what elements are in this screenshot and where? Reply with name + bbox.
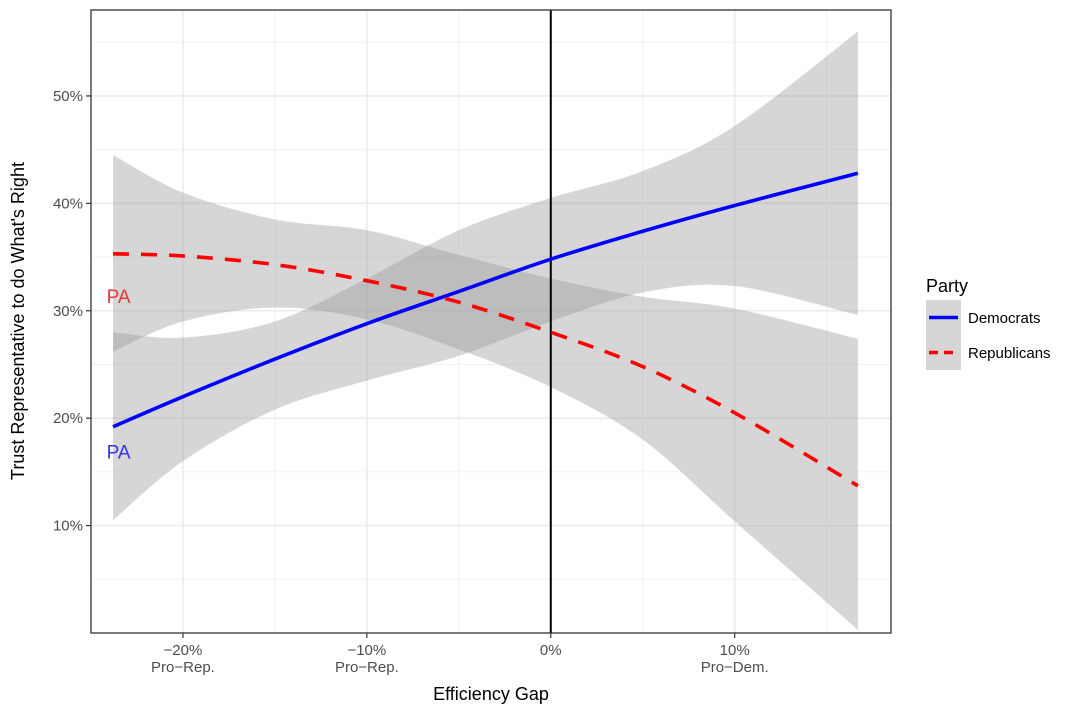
confidence-band-democrats [113,31,858,521]
x-axis: −20%Pro−Rep.−10%Pro−Rep.0% 10%Pro−Dem. [151,633,769,676]
x-tick-sublabel: Pro−Rep. [335,659,399,676]
legend-title: Party [926,276,968,296]
y-tick-label: 10% [53,518,83,535]
legend: Party Democrats Republicans [926,276,1051,370]
x-tick-label: −10% [347,642,386,659]
x-tick-label: 0% [540,642,562,659]
x-tick-label: 10% [720,642,750,659]
grid-minor [90,10,891,633]
annotations: PA PA [107,287,131,464]
x-tick-sublabel: Pro−Dem. [701,659,769,676]
series-line-democrats [112,171,859,429]
y-tick-label: 40% [53,195,83,212]
series-lines [112,171,859,488]
legend-label-republicans: Republicans [968,345,1051,362]
y-tick-label: 30% [53,303,83,320]
plot-border [90,9,892,634]
y-tick-label: 20% [53,410,83,427]
confidence-bands [113,31,858,630]
y-axis-title: Trust Representative to do What's Right [8,162,28,480]
y-axis: 10% 20% 30% 40% 50% [53,88,91,535]
legend-label-democrats: Democrats [968,310,1041,327]
x-tick-sublabel: Pro−Rep. [151,659,215,676]
annotation-label: PA [107,287,131,308]
y-tick-label: 50% [53,88,83,105]
annotation-label: PA [107,443,131,464]
x-axis-title: Efficiency Gap [433,684,549,704]
x-tick-label: −20% [164,642,203,659]
confidence-band-republicans [113,155,858,630]
plot-background [91,10,891,633]
